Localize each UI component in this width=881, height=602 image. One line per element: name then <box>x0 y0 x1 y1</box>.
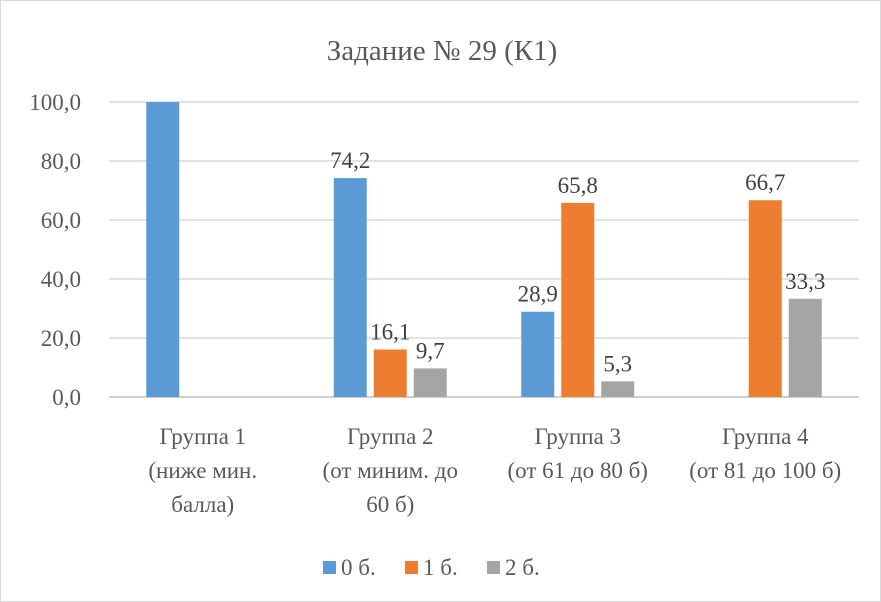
x-tick-label: балла) <box>171 492 234 517</box>
bar <box>601 381 635 397</box>
y-axis-ticks: 0,0 20,0 40,0 60,0 80,0 100,0 <box>29 90 81 410</box>
x-tick-label: Группа 1 <box>159 424 246 449</box>
data-labels: 74,2 16,19,7 28,9 65,8 5,3 66,7 33,3 <box>330 148 825 376</box>
gridlines <box>109 101 859 398</box>
legend-swatch <box>405 561 418 574</box>
bar <box>561 202 595 397</box>
bar <box>333 178 367 397</box>
data-label: 33,3 <box>785 269 825 294</box>
legend-label: 2 б. <box>505 555 540 580</box>
bars <box>146 102 822 397</box>
data-label: 28,9 <box>518 282 558 307</box>
legend-label: 0 б. <box>341 555 376 580</box>
x-tick-label: Группа 4 <box>722 424 809 449</box>
x-tick-label: Группа 3 <box>534 424 621 449</box>
bar <box>413 368 447 397</box>
x-tick-label: (ниже мин. <box>148 458 257 483</box>
data-label: 74,2 <box>330 148 370 173</box>
x-tick-label: (от 61 до 80 б) <box>508 458 648 483</box>
data-label: 5,3 <box>603 351 632 376</box>
y-tick-label: 20,0 <box>41 326 81 351</box>
y-tick-label: 0,0 <box>52 385 81 410</box>
y-tick-label: 40,0 <box>41 267 81 292</box>
y-tick-label: 80,0 <box>41 149 81 174</box>
x-tick-label: (от миним. до <box>323 458 458 483</box>
data-label: 65,8 <box>558 173 598 198</box>
legend-swatch <box>487 561 500 574</box>
bar <box>788 298 822 397</box>
y-tick-label: 100,0 <box>29 90 81 115</box>
data-label: 66,7 <box>745 170 785 195</box>
chart-title: Задание № 29 (К1) <box>327 35 558 67</box>
legend-label: 1 б. <box>423 555 458 580</box>
bar <box>373 349 407 397</box>
legend-swatch <box>323 561 336 574</box>
x-tick-label: 60 б) <box>366 492 414 517</box>
bar <box>748 200 782 397</box>
data-label: 9,7 <box>416 338 445 363</box>
bar <box>521 311 555 397</box>
bar <box>146 102 180 397</box>
x-tick-label: Группа 2 <box>347 424 434 449</box>
x-tick-label: (от 81 до 100 б) <box>689 458 841 483</box>
legend: 0 б. 1 б. 2 б. <box>323 555 540 580</box>
y-tick-label: 60,0 <box>41 208 81 233</box>
data-label: 16,1 <box>370 320 410 345</box>
x-axis-labels: Группа 1 (ниже мин. балла) Группа 2 (от мини… <box>148 424 841 517</box>
